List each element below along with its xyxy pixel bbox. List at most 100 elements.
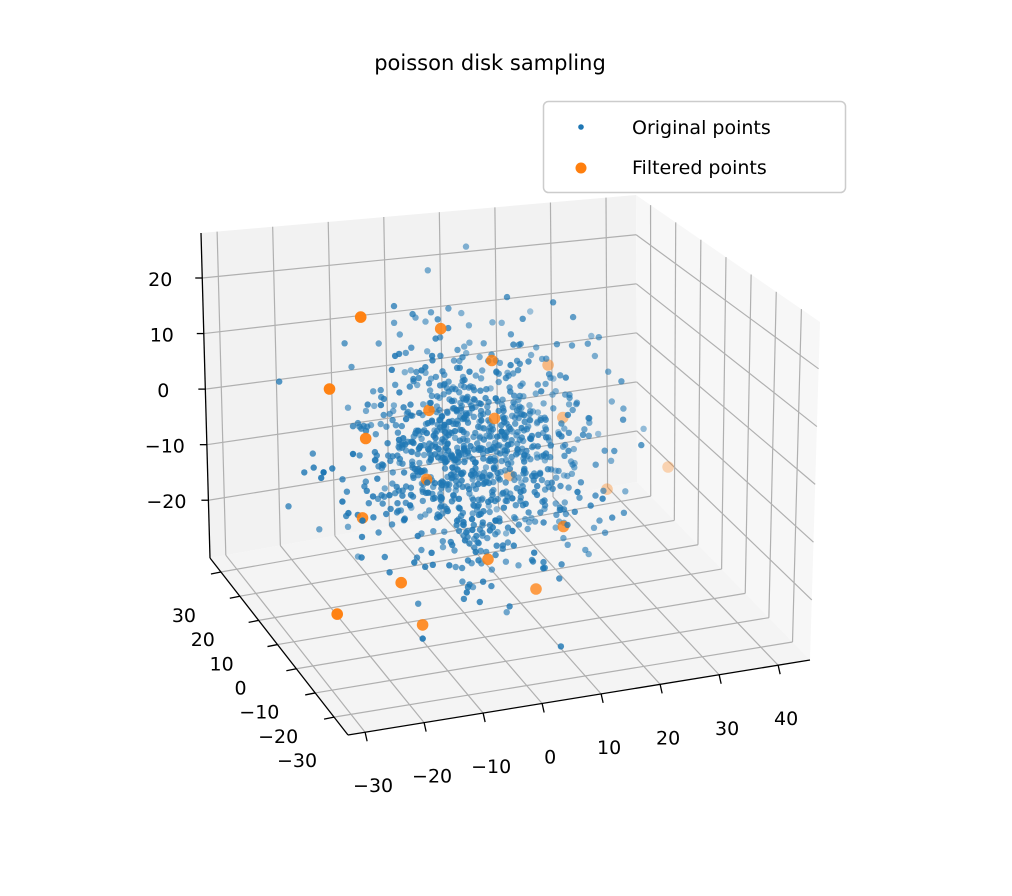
original-point <box>577 479 585 486</box>
original-point <box>515 521 523 528</box>
y-tick-label: 30 <box>172 605 196 627</box>
original-point <box>510 341 517 348</box>
original-point <box>349 423 357 430</box>
original-point <box>434 316 441 323</box>
original-point <box>463 349 470 357</box>
original-point <box>608 398 615 405</box>
axis-lines <box>195 232 811 742</box>
original-point <box>534 381 541 388</box>
original-point <box>472 372 479 379</box>
original-point <box>569 461 576 468</box>
original-point <box>408 344 415 351</box>
original-point <box>416 409 423 417</box>
original-point <box>392 422 400 429</box>
original-point <box>512 502 519 509</box>
original-point <box>383 423 390 430</box>
original-point <box>493 368 500 375</box>
original-point <box>451 547 458 554</box>
original-point <box>410 439 417 447</box>
original-point <box>545 371 553 378</box>
original-point <box>550 405 557 412</box>
original-point <box>495 378 502 386</box>
original-point <box>561 425 568 432</box>
original-point <box>359 465 367 472</box>
original-point <box>609 514 616 521</box>
original-point <box>507 331 515 338</box>
original-point <box>459 483 466 490</box>
original-point <box>441 528 448 535</box>
original-point <box>521 458 528 465</box>
original-point <box>582 546 589 554</box>
original-point <box>406 502 414 509</box>
original-point <box>507 361 514 369</box>
original-point <box>472 429 479 437</box>
original-point <box>493 506 500 513</box>
original-point <box>495 407 502 415</box>
original-point <box>448 397 456 405</box>
original-point <box>370 388 377 395</box>
original-point <box>492 531 499 538</box>
original-point <box>510 542 517 549</box>
grid-z-left <box>203 283 637 335</box>
original-point <box>402 415 410 423</box>
original-point <box>402 483 410 490</box>
original-point <box>486 433 493 440</box>
original-point <box>457 426 464 433</box>
original-point <box>518 434 525 441</box>
grid-x-wall <box>494 207 500 507</box>
original-point <box>461 537 469 544</box>
original-point <box>492 551 499 559</box>
original-point <box>540 400 547 407</box>
x-tick-mark <box>423 722 427 732</box>
original-point <box>439 368 446 375</box>
original-point <box>415 600 422 607</box>
original-point <box>388 521 396 528</box>
original-point <box>479 519 486 526</box>
original-point <box>445 447 452 454</box>
original-point <box>517 494 524 501</box>
original-point <box>558 433 565 440</box>
original-point <box>339 498 346 505</box>
original-point <box>574 488 581 496</box>
x-tick-label: 20 <box>656 727 680 749</box>
original-point <box>345 509 352 517</box>
z-tick-label: 10 <box>150 325 174 347</box>
original-point <box>581 426 588 433</box>
original-point <box>487 455 494 462</box>
original-point <box>417 442 424 450</box>
original-point <box>475 539 482 547</box>
original-point <box>458 309 465 317</box>
x-tick-mark <box>600 693 604 704</box>
y-tick-mark <box>229 595 240 599</box>
original-point <box>521 418 528 425</box>
grid-x-wall <box>272 226 281 546</box>
original-point <box>407 412 414 419</box>
original-point <box>432 443 439 451</box>
original-point <box>377 401 385 409</box>
original-point <box>513 407 521 414</box>
original-point <box>427 399 434 407</box>
original-point <box>389 453 396 460</box>
original-point <box>459 578 466 585</box>
original-point <box>596 517 603 524</box>
original-point <box>501 418 508 426</box>
original-point <box>413 554 421 561</box>
original-point <box>344 404 352 411</box>
original-point <box>420 451 428 459</box>
original-point <box>449 464 456 471</box>
grid-z-right <box>635 234 819 370</box>
original-point <box>455 527 463 534</box>
original-point <box>378 492 385 499</box>
original-point <box>565 484 572 491</box>
original-point <box>418 435 425 442</box>
gridlines <box>202 197 819 733</box>
original-point <box>343 488 351 495</box>
z-tick-label: −10 <box>145 436 185 458</box>
original-point <box>504 460 512 468</box>
grid-y-floor <box>277 568 722 646</box>
original-point <box>437 352 444 359</box>
grid-z-right <box>635 283 818 428</box>
original-point <box>502 479 509 486</box>
original-point <box>383 510 390 518</box>
